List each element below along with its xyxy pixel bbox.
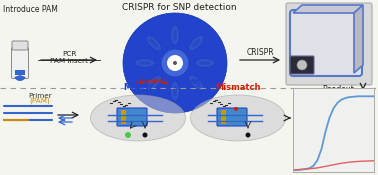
FancyBboxPatch shape [217,108,247,126]
FancyBboxPatch shape [121,110,126,124]
Ellipse shape [123,13,227,113]
Ellipse shape [146,36,161,51]
Ellipse shape [234,107,238,111]
FancyBboxPatch shape [286,3,372,85]
Text: CRISPR for SNP detection: CRISPR for SNP detection [122,3,236,12]
Text: Introduce PAM: Introduce PAM [3,5,57,14]
Text: PCR: PCR [62,51,76,57]
Ellipse shape [297,60,307,70]
Ellipse shape [170,25,180,45]
Text: uG-crRNA: uG-crRNA [136,79,170,85]
FancyBboxPatch shape [15,70,25,75]
FancyBboxPatch shape [290,10,362,76]
Ellipse shape [90,95,186,141]
Text: Primer: Primer [28,93,52,99]
Ellipse shape [143,132,147,138]
Ellipse shape [146,75,161,90]
Text: Match: Match [124,83,152,92]
Ellipse shape [173,61,177,65]
Text: Mismatch: Mismatch [215,83,261,92]
Wedge shape [14,75,26,81]
Text: (PAM): (PAM) [29,98,50,104]
Ellipse shape [125,132,131,138]
Polygon shape [293,5,363,13]
FancyBboxPatch shape [290,56,314,74]
Ellipse shape [135,58,155,68]
Text: CRISPR: CRISPR [246,48,274,57]
FancyBboxPatch shape [221,110,226,124]
Text: Readout: Readout [322,85,354,94]
Ellipse shape [195,58,215,68]
Ellipse shape [191,95,285,141]
Ellipse shape [167,55,183,71]
Ellipse shape [161,49,189,77]
Ellipse shape [170,81,180,101]
Ellipse shape [189,36,204,51]
Ellipse shape [189,75,204,90]
Ellipse shape [245,132,251,138]
Polygon shape [354,5,363,73]
Text: 20 min: 20 min [339,92,365,101]
FancyBboxPatch shape [12,41,28,50]
Text: uA-crRNA: uA-crRNA [180,79,214,85]
FancyBboxPatch shape [117,108,147,126]
Text: PAM insert: PAM insert [50,58,88,64]
FancyBboxPatch shape [11,47,28,79]
